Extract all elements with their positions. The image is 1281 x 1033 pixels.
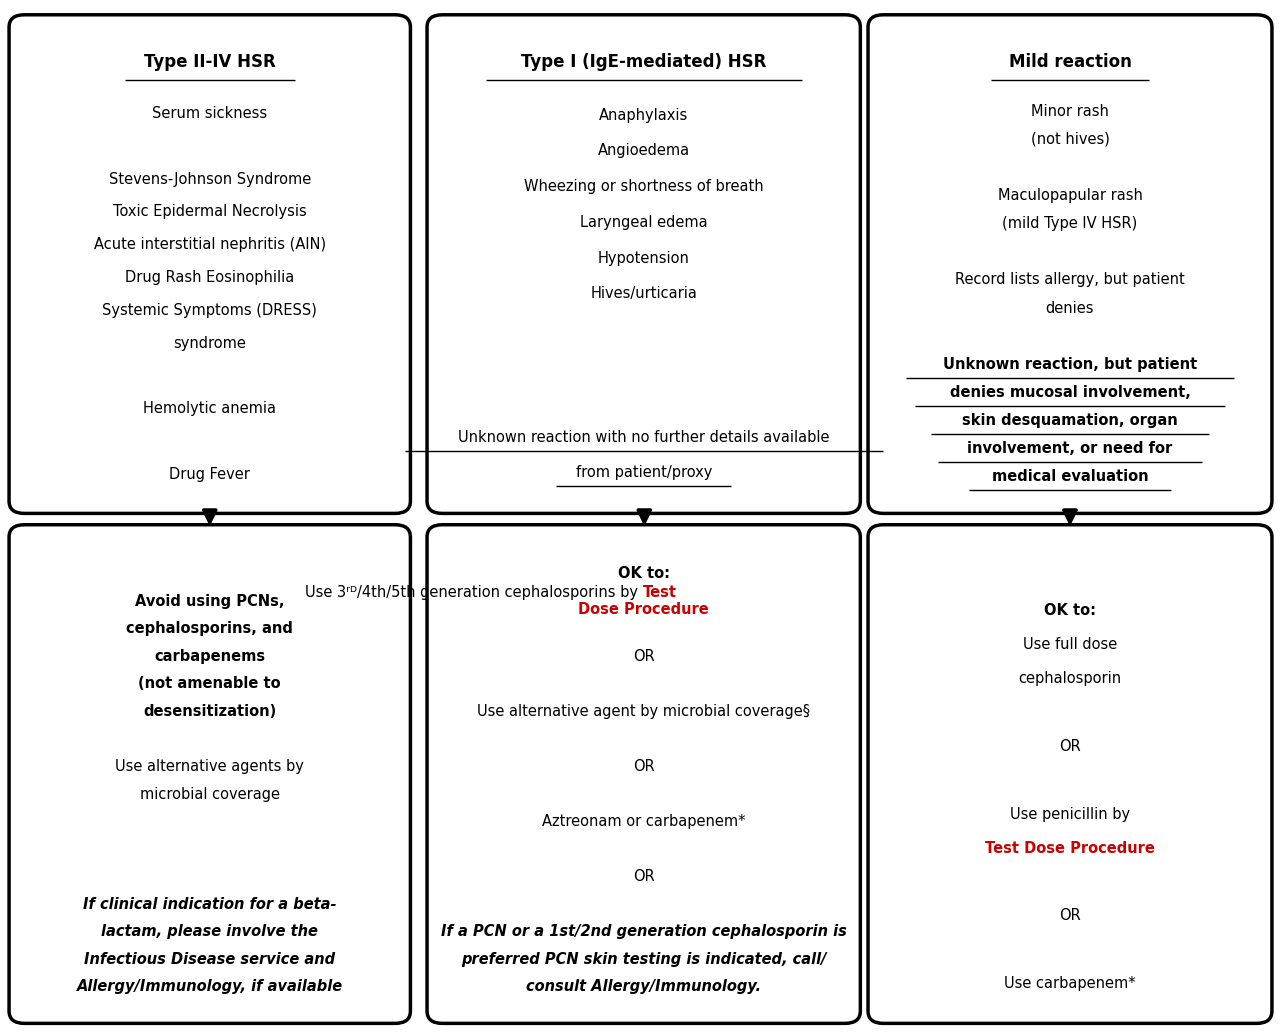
Text: OK to:: OK to: (1044, 603, 1097, 618)
Text: Stevens-Johnson Syndrome: Stevens-Johnson Syndrome (109, 171, 311, 187)
Text: Mild reaction: Mild reaction (1008, 53, 1131, 71)
Text: Test: Test (642, 586, 676, 600)
Text: Type II-IV HSR: Type II-IV HSR (143, 53, 275, 71)
Text: skin desquamation, organ: skin desquamation, organ (962, 413, 1177, 428)
FancyBboxPatch shape (869, 525, 1272, 1024)
Text: Anaphylaxis: Anaphylaxis (600, 107, 688, 123)
Text: Unknown reaction, but patient: Unknown reaction, but patient (943, 356, 1198, 372)
Text: Drug Fever: Drug Fever (169, 467, 250, 481)
FancyBboxPatch shape (427, 14, 861, 513)
Text: desensitization): desensitization) (143, 703, 277, 719)
Text: Infectious Disease service and: Infectious Disease service and (85, 951, 336, 967)
Text: Use 3ʳᴰ/4th/5th generation cephalosporins by: Use 3ʳᴰ/4th/5th generation cephalosporin… (305, 586, 642, 600)
Text: Minor rash: Minor rash (1031, 103, 1109, 119)
Text: Serum sickness: Serum sickness (152, 106, 268, 121)
Text: Hemolytic anemia: Hemolytic anemia (143, 401, 277, 416)
Text: cephalosporin: cephalosporin (1018, 671, 1122, 686)
Text: OR: OR (633, 869, 655, 884)
Text: from patient/proxy: from patient/proxy (575, 465, 712, 480)
Text: Drug Rash Eosinophilia: Drug Rash Eosinophilia (126, 270, 295, 285)
Text: OR: OR (633, 649, 655, 664)
Text: Angioedema: Angioedema (598, 144, 689, 158)
Text: microbial coverage: microbial coverage (140, 786, 279, 802)
Text: Acute interstitial nephritis (AIN): Acute interstitial nephritis (AIN) (94, 238, 325, 252)
Text: Use carbapenem*: Use carbapenem* (1004, 976, 1136, 992)
Text: If clinical indication for a beta-: If clinical indication for a beta- (83, 897, 337, 912)
Text: (not hives): (not hives) (1030, 132, 1109, 147)
Text: OR: OR (1059, 908, 1081, 924)
Text: OK to:: OK to: (617, 566, 670, 581)
Text: (mild Type IV HSR): (mild Type IV HSR) (1002, 216, 1138, 231)
Text: Avoid using PCNs,: Avoid using PCNs, (135, 594, 284, 608)
Text: Maculopapular rash: Maculopapular rash (998, 188, 1143, 204)
Text: medical evaluation: medical evaluation (991, 469, 1148, 484)
FancyBboxPatch shape (9, 525, 410, 1024)
Text: Toxic Epidermal Necrolysis: Toxic Epidermal Necrolysis (113, 205, 306, 219)
Text: Wheezing or shortness of breath: Wheezing or shortness of breath (524, 179, 763, 194)
Text: Record lists allergy, but patient: Record lists allergy, but patient (956, 273, 1185, 287)
Text: (not amenable to: (not amenable to (138, 677, 281, 691)
Text: Use full dose: Use full dose (1022, 637, 1117, 652)
Text: Hives/urticaria: Hives/urticaria (591, 286, 697, 302)
Text: OR: OR (633, 759, 655, 774)
Text: cephalosporins, and: cephalosporins, and (127, 621, 293, 636)
Text: Laryngeal edema: Laryngeal edema (580, 215, 707, 230)
Text: Use alternative agents by: Use alternative agents by (115, 759, 304, 774)
FancyBboxPatch shape (869, 14, 1272, 513)
Text: Type I (IgE-mediated) HSR: Type I (IgE-mediated) HSR (521, 53, 766, 71)
Text: denies: denies (1045, 301, 1094, 315)
Text: involvement, or need for: involvement, or need for (967, 441, 1172, 457)
FancyBboxPatch shape (427, 525, 861, 1024)
Text: Test Dose Procedure: Test Dose Procedure (985, 841, 1155, 855)
Text: Allergy/Immunology, if available: Allergy/Immunology, if available (77, 979, 343, 995)
Text: Aztreonam or carbapenem*: Aztreonam or carbapenem* (542, 814, 746, 829)
Text: Systemic Symptoms (DRESS): Systemic Symptoms (DRESS) (102, 303, 318, 318)
Text: Unknown reaction with no further details available: Unknown reaction with no further details… (457, 430, 829, 444)
Text: Use alternative agent by microbial coverage§: Use alternative agent by microbial cover… (478, 703, 810, 719)
Text: Use penicillin by: Use penicillin by (1009, 807, 1130, 821)
Text: lactam, please involve the: lactam, please involve the (101, 925, 318, 939)
Text: If a PCN or a 1st/2nd generation cephalosporin is: If a PCN or a 1st/2nd generation cephalo… (441, 925, 847, 939)
Text: preferred PCN skin testing is indicated, call/: preferred PCN skin testing is indicated,… (461, 951, 826, 967)
Text: Hypotension: Hypotension (598, 251, 689, 265)
Text: denies mucosal involvement,: denies mucosal involvement, (949, 385, 1190, 400)
FancyBboxPatch shape (9, 14, 410, 513)
Text: Dose Procedure: Dose Procedure (578, 602, 710, 617)
Text: consult Allergy/Immunology.: consult Allergy/Immunology. (526, 979, 761, 995)
Text: carbapenems: carbapenems (154, 649, 265, 664)
Text: OR: OR (1059, 739, 1081, 754)
Text: syndrome: syndrome (173, 336, 246, 350)
